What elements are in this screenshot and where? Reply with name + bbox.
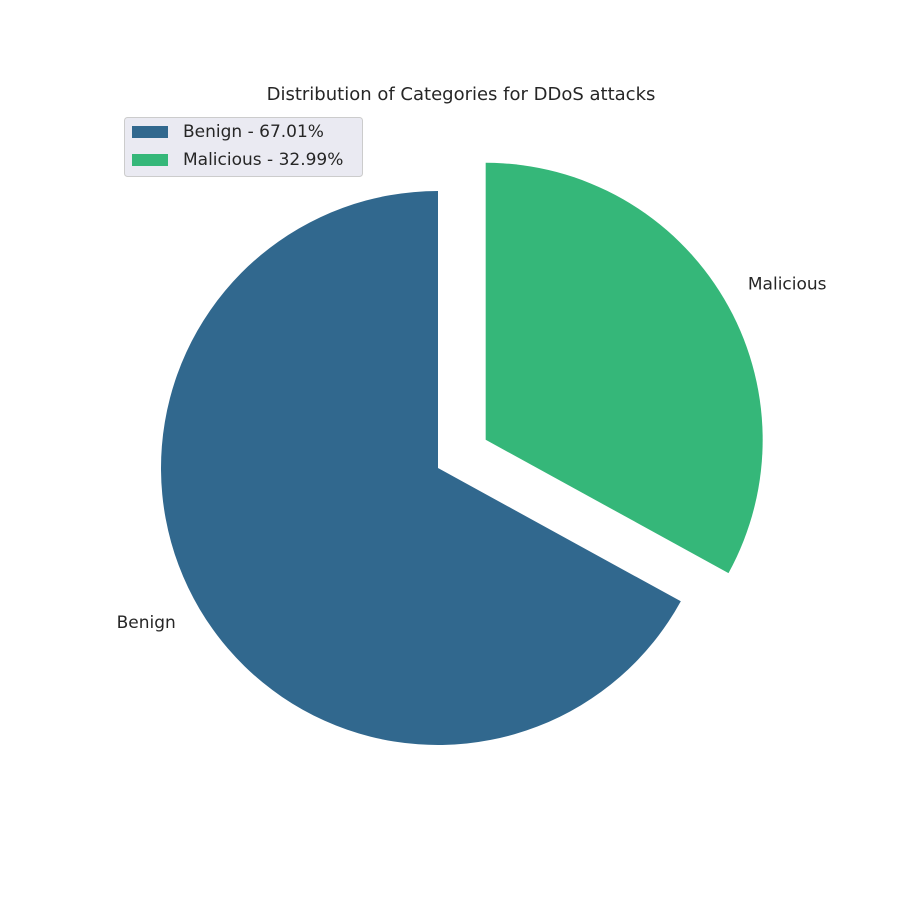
slice-label-benign: Benign xyxy=(117,613,176,633)
pie-slice-benign xyxy=(161,191,681,745)
legend: Benign - 67.01% Malicious - 32.99% xyxy=(124,117,363,177)
chart-title: Distribution of Categories for DDoS atta… xyxy=(267,84,656,105)
legend-swatch-malicious xyxy=(132,154,168,166)
pie-slices xyxy=(161,162,763,745)
pie-slice-malicious xyxy=(485,162,763,574)
slice-label-malicious: Malicious xyxy=(748,275,827,295)
legend-label-malicious: Malicious - 32.99% xyxy=(183,150,343,170)
legend-frame xyxy=(124,117,363,177)
legend-label-benign: Benign - 67.01% xyxy=(183,122,324,142)
legend-swatch-benign xyxy=(132,126,168,138)
slice-labels: Benign Malicious xyxy=(117,275,827,634)
legend-items: Benign - 67.01% Malicious - 32.99% xyxy=(132,122,343,170)
